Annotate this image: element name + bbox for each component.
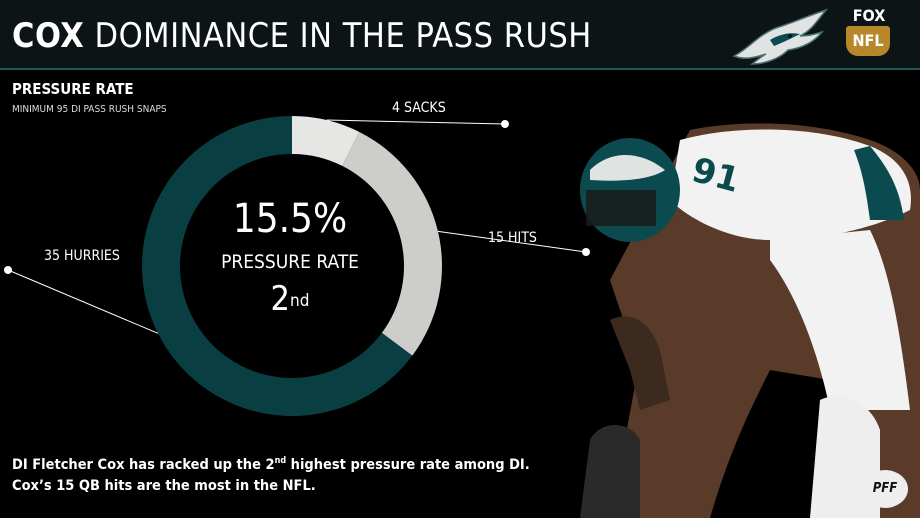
pressure-rate-value: 15.5% bbox=[232, 196, 348, 242]
leader-hurries bbox=[7, 269, 159, 334]
leader-sacks-dot bbox=[501, 120, 509, 128]
slice-sacks bbox=[292, 116, 360, 166]
slice-label-hurries: 35 HURRIES bbox=[44, 248, 120, 264]
fox-logo-text: FOX bbox=[852, 6, 886, 25]
chart-subnote: MINIMUM 95 DI PASS RUSH SNAPS bbox=[12, 104, 167, 115]
title-bold: COX bbox=[12, 16, 85, 56]
slice-label-hits: 15 HITS bbox=[488, 230, 537, 246]
donut-center: 15.5% PRESSURE RATE 2nd bbox=[190, 195, 390, 319]
leader-hits bbox=[437, 230, 587, 253]
slice-hits bbox=[342, 131, 442, 356]
footnote-part-1: DI Fletcher Cox has racked up the 2 bbox=[12, 456, 275, 473]
chart-subhead: PRESSURE RATE bbox=[12, 80, 134, 98]
page-title: COX DOMINANCE IN THE PASS RUSH bbox=[12, 16, 592, 56]
footnote-superscript: nd bbox=[274, 456, 287, 466]
leader-sacks bbox=[326, 119, 506, 125]
pressure-rate-label: PRESSURE RATE bbox=[221, 251, 359, 273]
fox-nfl-logo: FOX NFL bbox=[846, 8, 892, 62]
rank-value: 2nd bbox=[190, 279, 390, 319]
rank-suffix: nd bbox=[290, 291, 310, 311]
leader-hurries-dot bbox=[4, 266, 12, 274]
slice-label-sacks: 4 SACKS bbox=[392, 100, 446, 116]
pff-logo: PFF bbox=[862, 470, 908, 508]
footnote: DI Fletcher Cox has racked up the 2nd hi… bbox=[12, 451, 572, 497]
nfl-shield-icon: NFL bbox=[846, 26, 890, 56]
title-rest: DOMINANCE IN THE PASS RUSH bbox=[84, 16, 592, 56]
rank-number: 2 bbox=[270, 279, 291, 319]
footnote-part-2: highest pressure rate among DI. Cox’s 15… bbox=[12, 456, 530, 494]
header-rule bbox=[0, 68, 920, 70]
eagles-logo-icon bbox=[732, 8, 829, 65]
leader-hits-dot bbox=[582, 248, 590, 256]
player-photo: 91 bbox=[580, 123, 920, 518]
donut-chart bbox=[4, 116, 590, 416]
